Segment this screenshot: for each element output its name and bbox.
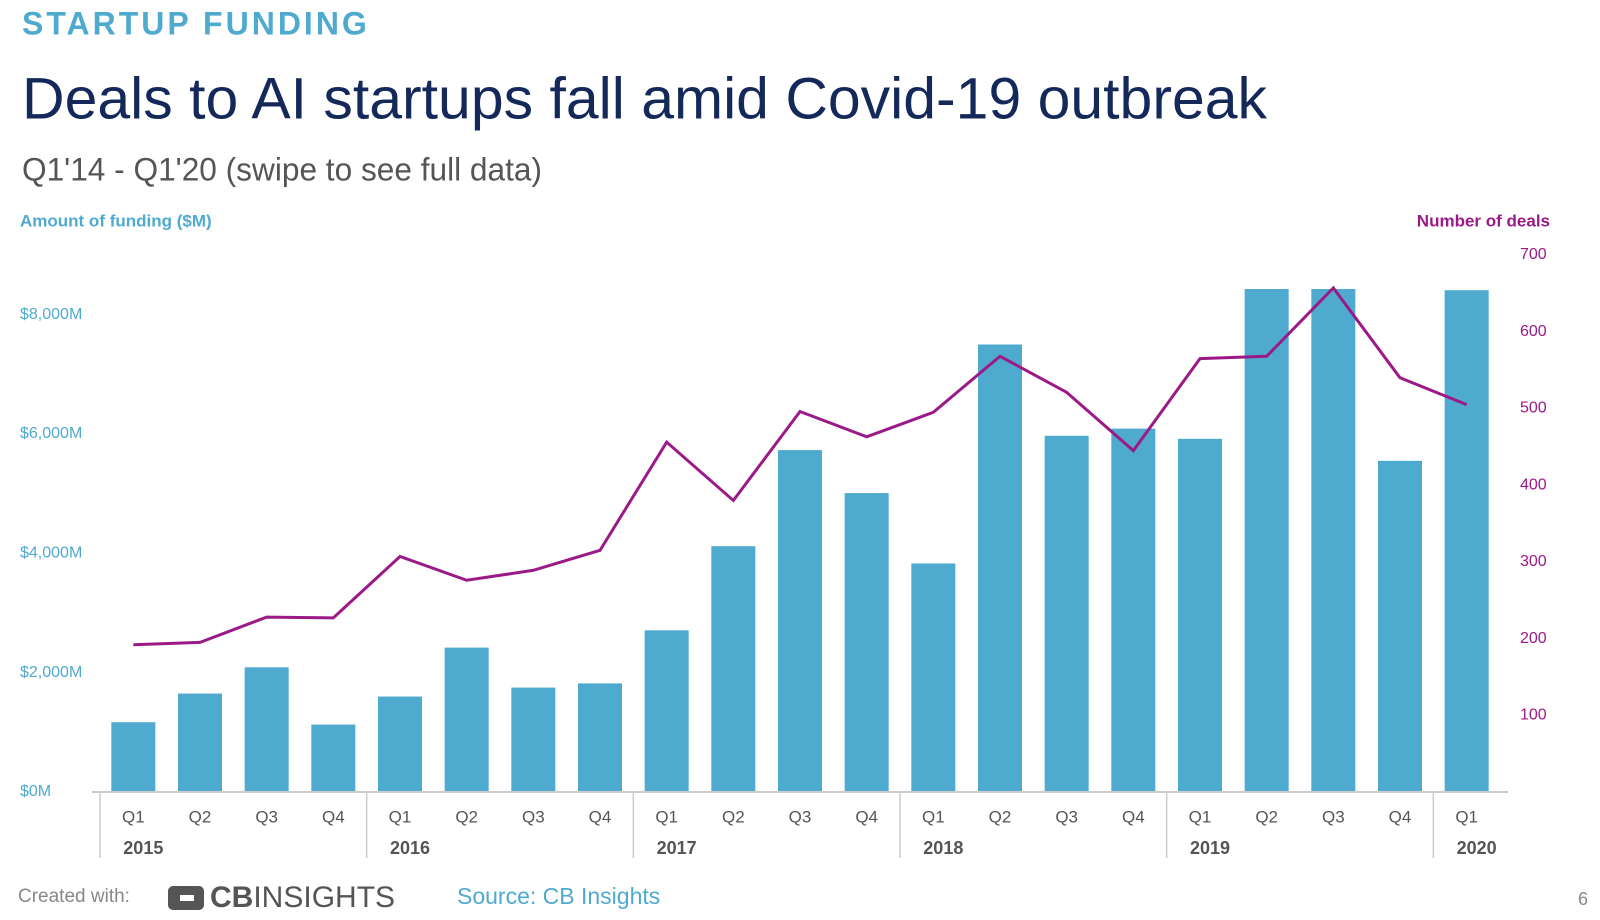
y2-axis-label: Number of deals [1417, 211, 1550, 230]
x-tick-label: Q4 [589, 807, 612, 826]
logo-icon-cut [180, 895, 194, 901]
bar [778, 450, 822, 792]
chart-title: Deals to AI startups fall amid Covid-19 … [22, 66, 1268, 131]
x-tick-label: Q1 [122, 807, 145, 826]
source: Source: CB Insights [457, 883, 660, 909]
x-tick-label: Q1 [655, 807, 678, 826]
bar [378, 696, 422, 792]
bar [444, 647, 489, 792]
y-tick-label: $8,000M [20, 306, 82, 323]
bar [511, 687, 556, 792]
bar [311, 724, 356, 792]
y-tick-label: $0M [20, 783, 51, 800]
bar [244, 667, 289, 792]
bar [1111, 428, 1156, 792]
bar [1044, 435, 1089, 792]
logo-bold: CB [210, 881, 253, 914]
x-tick-label: Q3 [255, 807, 278, 826]
y2-tick-label: 500 [1520, 400, 1547, 417]
y-tick-label: $6,000M [20, 425, 82, 442]
x-tick-label: Q2 [989, 807, 1012, 826]
bar [844, 493, 889, 792]
bar [711, 546, 756, 792]
page-number: 6 [1578, 889, 1588, 909]
year-label: 2019 [1190, 838, 1230, 858]
deals-line [133, 285, 1468, 647]
year-label: 2015 [123, 838, 163, 858]
x-tick-label: Q3 [789, 807, 812, 826]
bar [978, 344, 1022, 792]
year-label: 2016 [390, 838, 430, 858]
y-tick-label: $2,000M [20, 664, 82, 681]
y2-tick-label: 300 [1520, 553, 1547, 570]
year-label: 2017 [657, 838, 697, 858]
chart-subtitle: Q1'14 - Q1'20 (swipe to see full data) [22, 151, 542, 187]
kicker: STARTUP FUNDING [22, 5, 370, 41]
x-tick-label: Q4 [1122, 807, 1145, 826]
x-tick-label: Q1 [922, 807, 945, 826]
x-tick-label: Q3 [1055, 807, 1078, 826]
x-tick-label: Q4 [855, 807, 878, 826]
x-tick-label: Q1 [1189, 807, 1212, 826]
x-tick-label: Q3 [1322, 807, 1345, 826]
bar [1244, 289, 1289, 792]
x-tick-label: Q3 [522, 807, 545, 826]
x-tick-label: Q1 [1455, 807, 1478, 826]
created-with: Created with: [18, 886, 130, 907]
bar [1311, 289, 1356, 792]
year-label: 2020 [1457, 838, 1497, 858]
y2-tick-label: 600 [1520, 323, 1547, 340]
bar [111, 722, 156, 792]
x-tick-label: Q2 [455, 807, 478, 826]
bar [1178, 438, 1222, 792]
y2-tick-label: 400 [1520, 476, 1547, 493]
logo: CBINSIGHTS [168, 881, 395, 914]
y-tick-label: $4,000M [20, 545, 82, 562]
x-tick-label: Q2 [722, 807, 745, 826]
x-tick-label: Q1 [389, 807, 412, 826]
bar [1444, 290, 1489, 792]
bar [644, 630, 689, 792]
y2-tick-label: 100 [1520, 707, 1547, 724]
bar [1378, 460, 1422, 792]
logo-text: CBINSIGHTS [210, 881, 395, 914]
x-tick-label: Q4 [1389, 807, 1412, 826]
bar [911, 563, 956, 792]
year-label: 2018 [923, 838, 963, 858]
y2-tick-label: 200 [1520, 630, 1547, 647]
logo-light: INSIGHTS [253, 881, 395, 914]
y2-tick-label: 700 [1520, 246, 1547, 263]
y-axis-label: Amount of funding ($M) [20, 211, 212, 230]
x-tick-label: Q4 [322, 807, 345, 826]
bar [178, 693, 222, 792]
x-tick-label: Q2 [189, 807, 212, 826]
bar [578, 683, 622, 792]
x-tick-label: Q2 [1255, 807, 1278, 826]
